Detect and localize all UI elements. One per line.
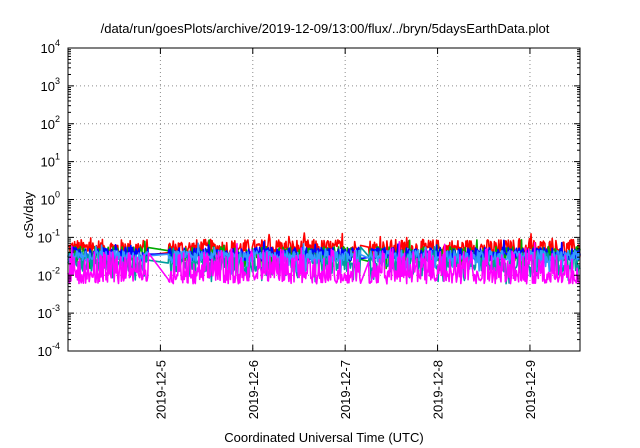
y-axis: 10-4 10-3 10-2 10-1 100 101 102 103 104 — [38, 38, 580, 359]
y-tick-label: 100 — [41, 190, 60, 208]
x-tick-label: 2019-12-5 — [153, 360, 168, 419]
x-tick-label: 2019-12-9 — [523, 360, 538, 419]
y-tick-label: 10-2 — [38, 265, 60, 283]
gridlines — [68, 48, 580, 351]
x-axis: 2019-12-5 2019-12-6 2019-12-7 2019-12-8 2019… — [153, 48, 538, 419]
chart-title: /data/run/goesPlots/archive/2019-12-09/1… — [101, 21, 550, 36]
y-tick-label: 103 — [41, 76, 60, 94]
y-axis-label: cSv/day — [21, 191, 36, 238]
x-tick-label: 2019-12-6 — [246, 360, 261, 419]
y-tick-label: 10-4 — [38, 341, 60, 359]
y-tick-label: 10-3 — [38, 303, 60, 321]
x-tick-label: 2019-12-7 — [338, 360, 353, 419]
y-tick-label: 10-1 — [38, 227, 60, 245]
y-tick-label: 104 — [41, 38, 60, 56]
x-tick-label: 2019-12-8 — [431, 360, 446, 419]
y-tick-label: 101 — [41, 152, 60, 170]
x-axis-label: Coordinated Universal Time (UTC) — [224, 430, 423, 445]
y-tick-label: 102 — [41, 114, 60, 132]
series-line — [67, 241, 581, 285]
series-group — [67, 232, 581, 285]
